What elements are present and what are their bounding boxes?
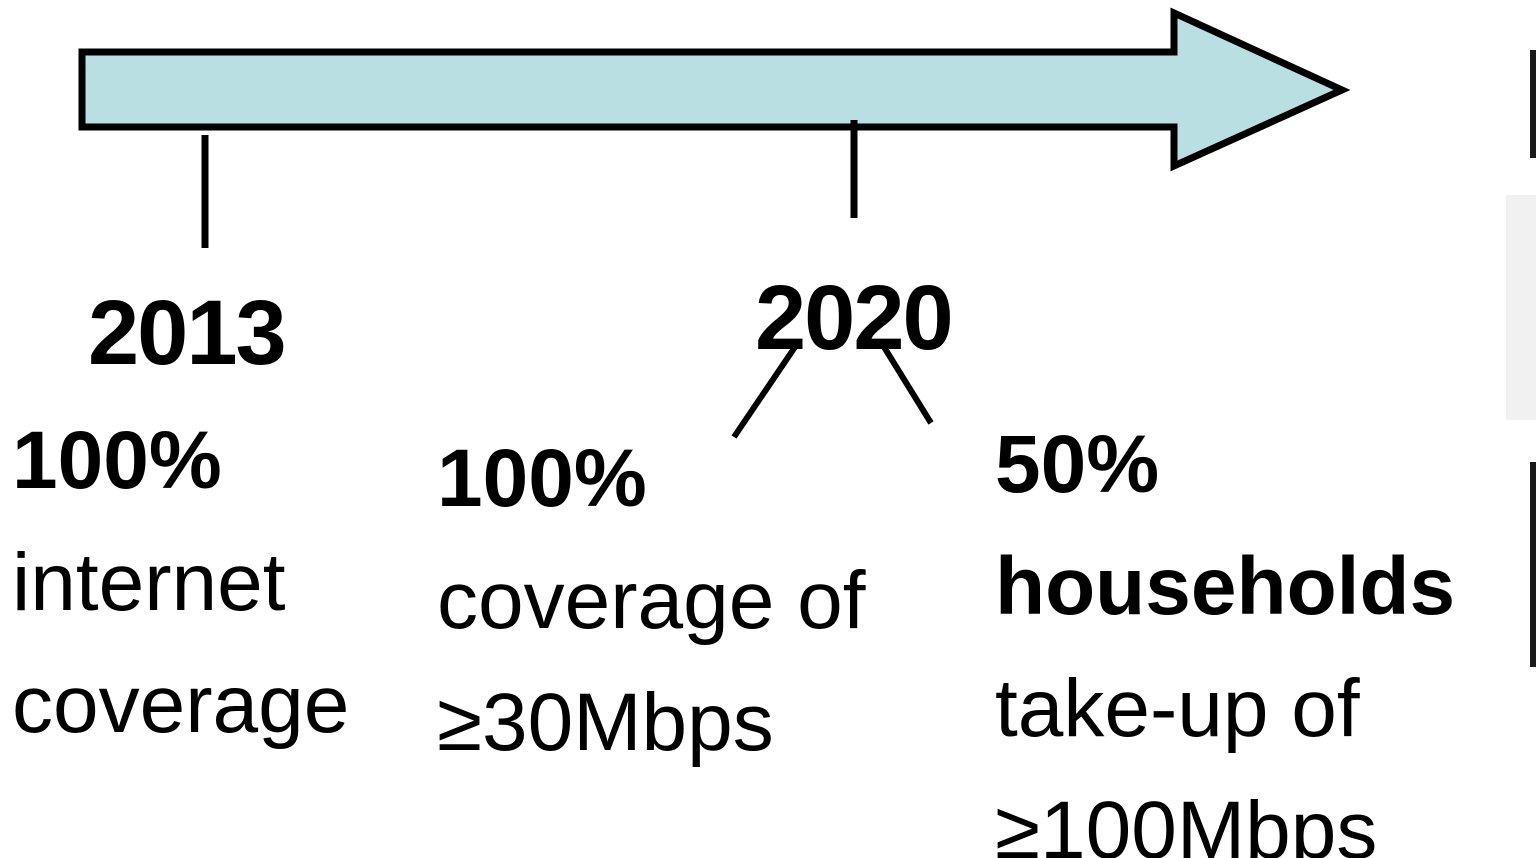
target-30mbps-coverage: 100% coverage of ≥30Mbps [437, 418, 866, 784]
target-description-line: ≥30Mbps [437, 677, 774, 768]
connector-2020-left [731, 345, 798, 439]
target-value: 100% [437, 433, 647, 524]
timeline-arrow [78, 7, 1351, 172]
target-value: households [995, 541, 1456, 632]
connector-2020-right [881, 345, 934, 425]
target-description-line: ≥100Mbps [995, 785, 1378, 858]
target-description-line: coverage [12, 659, 350, 750]
edge-fragment [1506, 195, 1536, 420]
edge-fragment [1530, 462, 1536, 667]
target-description-line: internet [12, 537, 286, 628]
target-value: 50% [995, 419, 1160, 510]
year-2013-label: 2013 [88, 282, 287, 384]
target-100mbps-takeup: 50% households take-up of ≥100Mbps [995, 404, 1455, 858]
edge-fragment [1530, 50, 1536, 158]
target-internet-coverage: 100% internet coverage [12, 400, 349, 766]
target-value: 100% [12, 415, 222, 506]
target-description-line: take-up of [995, 663, 1360, 754]
year-2020-label: 2020 [755, 267, 954, 369]
target-description-line: coverage of [437, 555, 866, 646]
